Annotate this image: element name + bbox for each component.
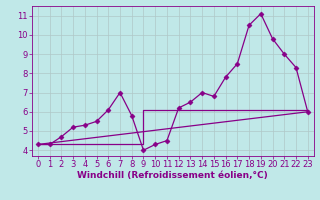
X-axis label: Windchill (Refroidissement éolien,°C): Windchill (Refroidissement éolien,°C) bbox=[77, 171, 268, 180]
